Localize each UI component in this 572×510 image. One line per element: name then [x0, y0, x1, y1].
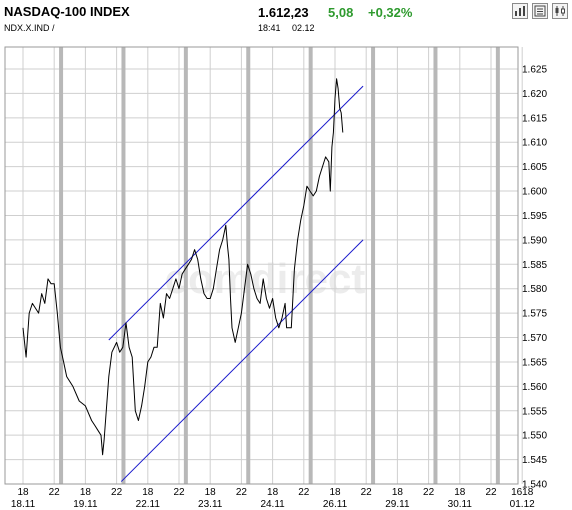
plot-frame — [4, 46, 519, 485]
x-date-label: 30.11 — [448, 499, 473, 510]
x-tick-label: 18 — [80, 487, 92, 498]
y-tick-label: 1.590 — [522, 235, 547, 246]
y-tick-label: 1.610 — [522, 138, 547, 149]
x-tick-label: 22 — [236, 487, 248, 498]
symbol-label: NDX.X.IND / — [4, 23, 55, 33]
y-tick-label: 1.570 — [522, 333, 547, 344]
bar-chart-icon[interactable] — [512, 3, 528, 19]
x-tick-label: 22 — [485, 487, 497, 498]
y-tick-label: 1.565 — [522, 357, 547, 368]
x-tick-label: 1618 — [511, 487, 534, 498]
x-date-label: 19.11 — [73, 499, 98, 510]
x-tick-label: 22 — [361, 487, 373, 498]
index-title: NASDAQ-100 INDEX — [4, 4, 130, 19]
x-tick-label: 18 — [329, 487, 341, 498]
x-tick-label: 22 — [173, 487, 185, 498]
lower-channel-line — [120, 239, 364, 482]
x-tick-label: 18 — [267, 487, 279, 498]
x-date-label: 24.11 — [260, 499, 285, 510]
x-tick-label: 18 — [142, 487, 154, 498]
x-tick-label: 18 — [17, 487, 29, 498]
x-tick-label: 22 — [423, 487, 435, 498]
price-change: 5,08 — [328, 5, 354, 20]
candlestick-icon[interactable] — [552, 3, 568, 19]
y-tick-label: 1.595 — [522, 211, 547, 222]
x-tick-label: 22 — [49, 487, 61, 498]
x-date-label: 29.11 — [385, 499, 410, 510]
x-date-label: 22.11 — [136, 499, 161, 510]
x-tick-label: 22 — [111, 487, 123, 498]
x-date-label: 23.11 — [198, 499, 223, 510]
x-tick-label: 18 — [392, 487, 404, 498]
quote-time: 18:41 — [258, 23, 281, 33]
y-tick-label: 1.615 — [522, 113, 547, 124]
y-tick-label: 1.575 — [522, 309, 547, 320]
x-tick-label: 18 — [454, 487, 466, 498]
y-tick-label: 1.620 — [522, 89, 547, 100]
quote-date: 02.12 — [292, 23, 315, 33]
price-series-line — [22, 78, 344, 456]
x-tick-label: 18 — [205, 487, 217, 498]
y-tick-label: 1.580 — [522, 284, 547, 295]
x-date-label: 01.12 — [510, 499, 535, 510]
upper-channel-line — [108, 85, 364, 341]
quote-header: NASDAQ-100 INDEX NDX.X.IND / 1.612,23 5,… — [0, 0, 572, 44]
y-tick-label: 1.605 — [522, 162, 547, 173]
x-date-label: 18.11 — [11, 499, 36, 510]
x-date-label: 26.11 — [323, 499, 348, 510]
y-tick-label: 1.550 — [522, 431, 547, 442]
price-change-percent: +0,32% — [368, 5, 413, 20]
x-tick-label: 22 — [298, 487, 310, 498]
news-icon[interactable] — [532, 3, 548, 19]
last-price: 1.612,23 — [258, 5, 309, 20]
y-tick-label: 1.540 — [522, 480, 547, 491]
y-tick-label: 1.555 — [522, 406, 547, 417]
y-tick-label: 1.545 — [522, 455, 547, 466]
y-tick-label: 1.600 — [522, 187, 547, 198]
y-tick-label: 1.625 — [522, 65, 547, 76]
y-tick-label: 1.585 — [522, 260, 547, 271]
y-tick-label: 1.560 — [522, 382, 547, 393]
